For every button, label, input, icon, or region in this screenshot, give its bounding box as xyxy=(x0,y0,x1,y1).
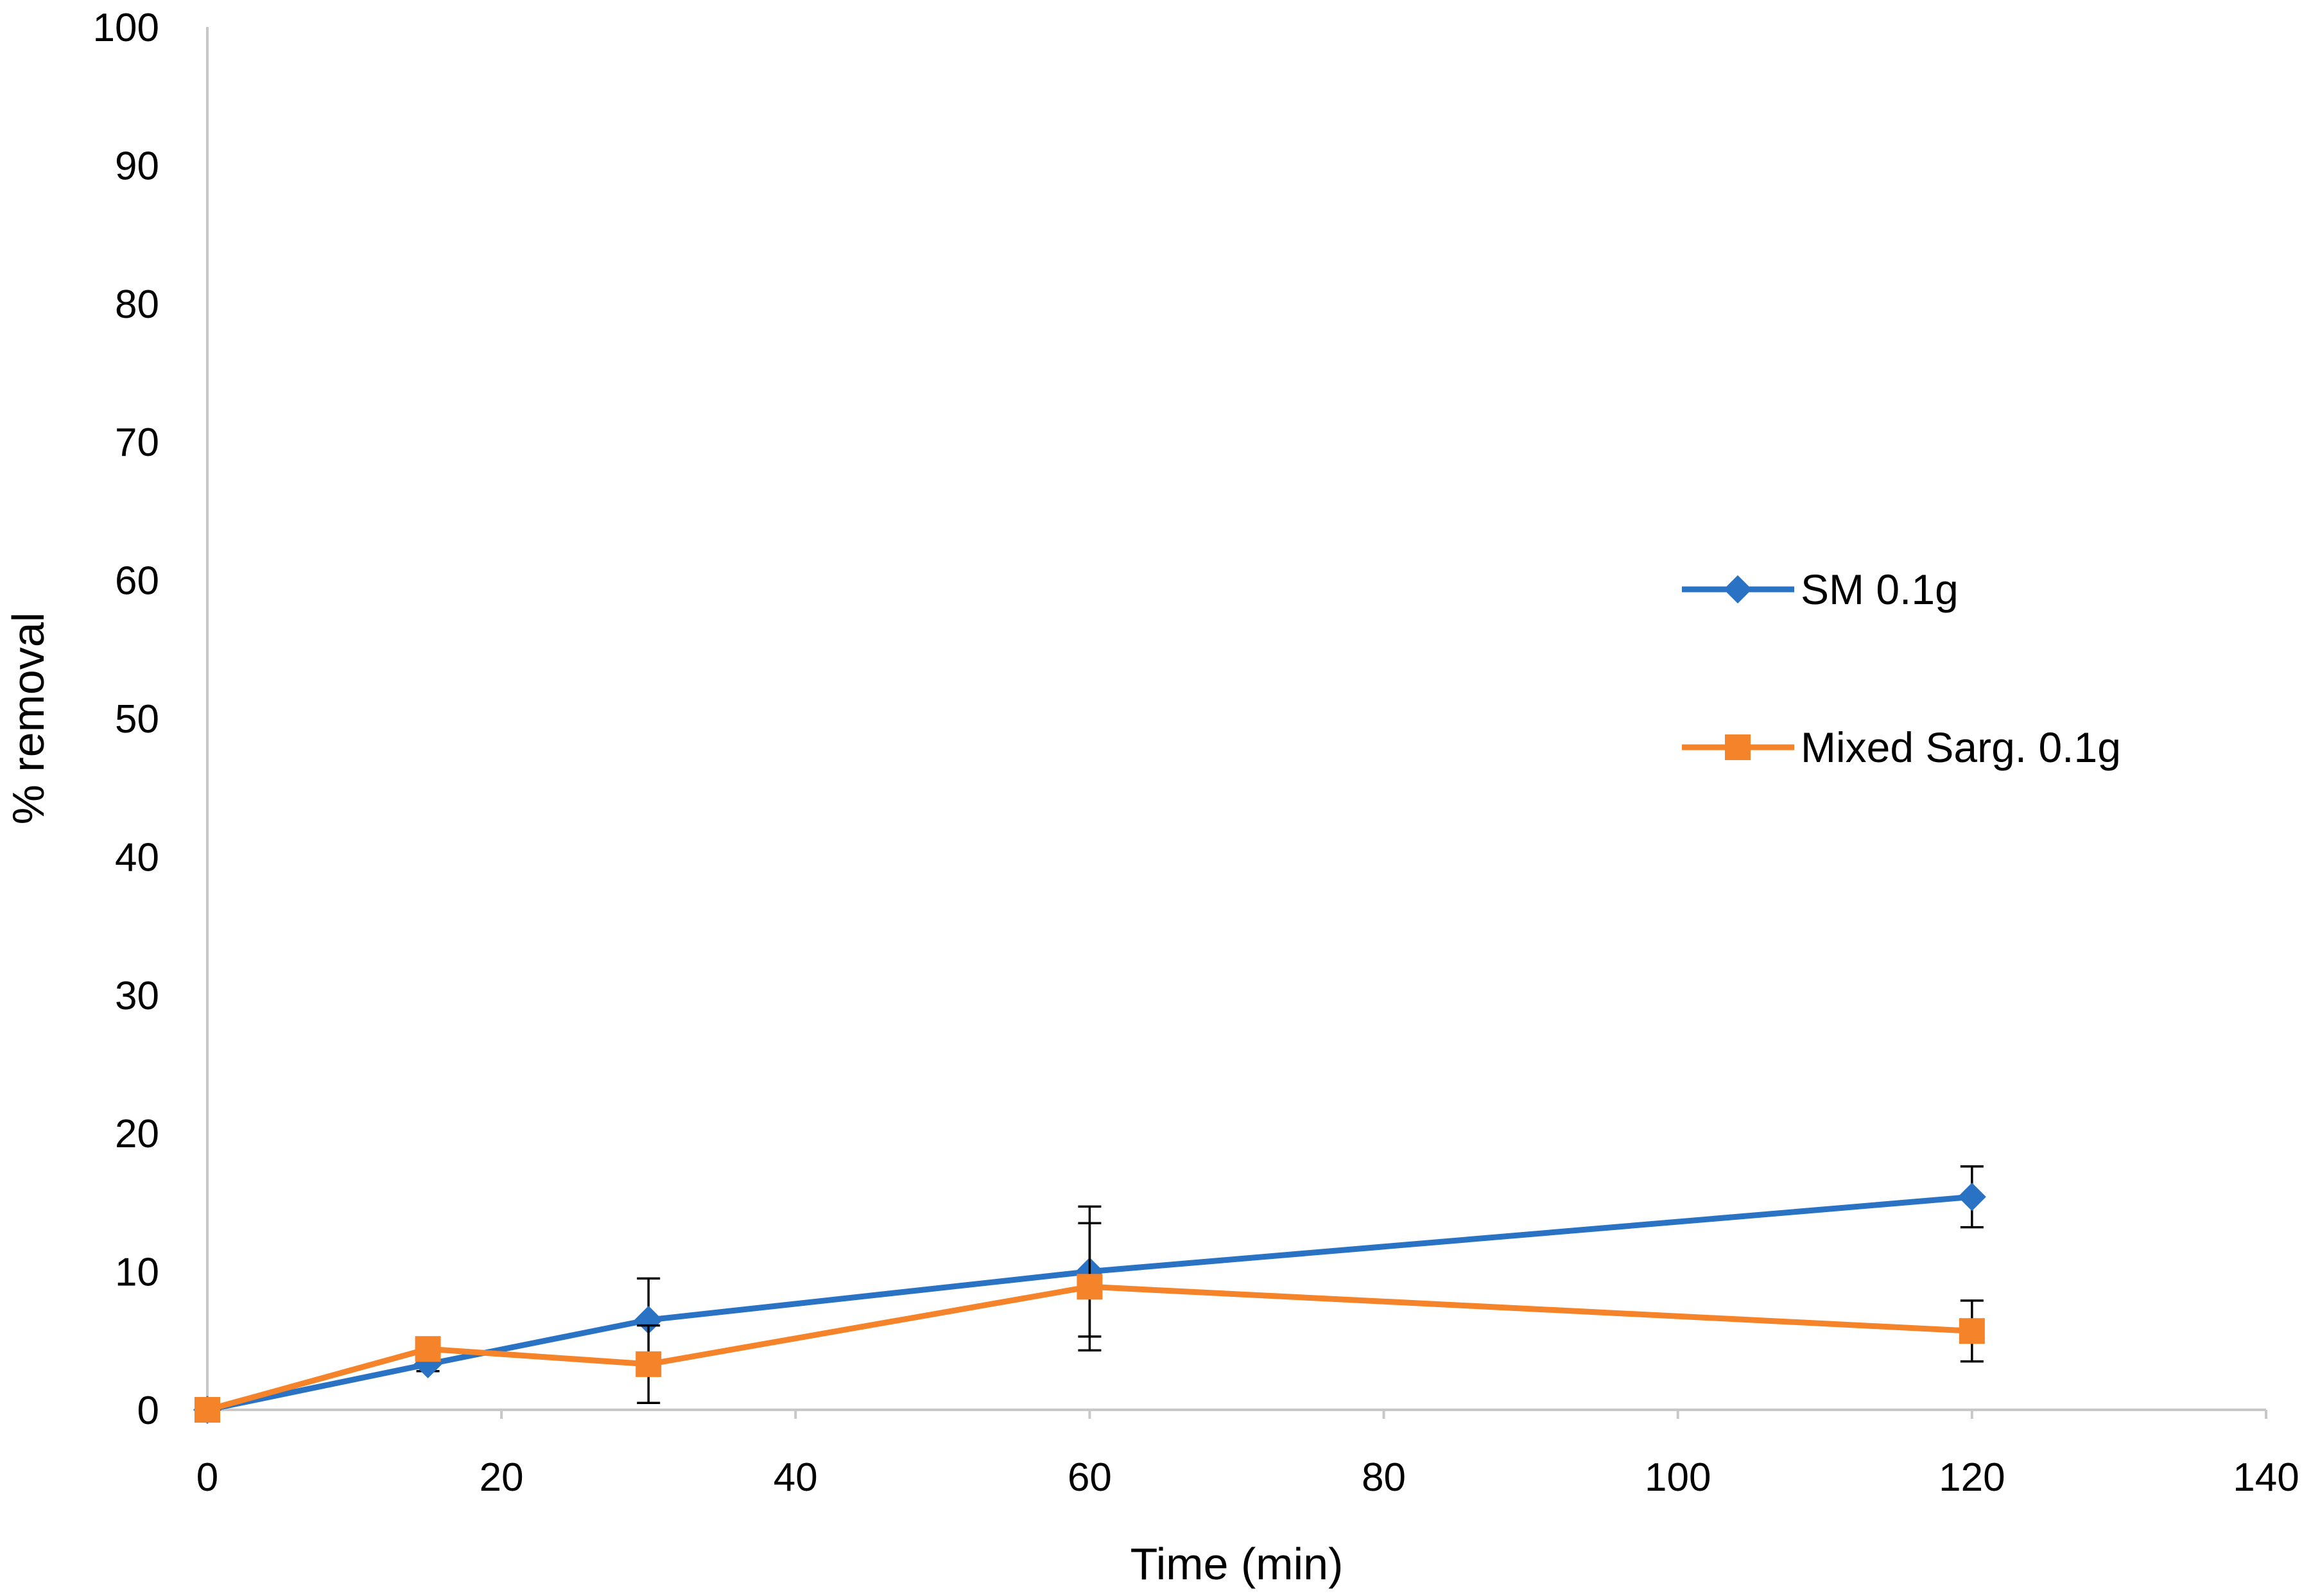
x-axis-tick-marks xyxy=(206,1410,2267,1419)
series-layer xyxy=(193,1165,1986,1424)
x-tick-label: 0 xyxy=(196,1455,218,1500)
y-axis-title: % removal xyxy=(3,612,53,825)
legend-swatch-marker xyxy=(1724,575,1752,603)
legend-swatch-marker xyxy=(1725,734,1751,760)
x-tick-label: 40 xyxy=(774,1455,818,1500)
x-tick-label: 60 xyxy=(1068,1455,1112,1500)
y-tick-label: 40 xyxy=(115,835,159,880)
data-point-marker xyxy=(415,1336,441,1362)
y-tick-label: 10 xyxy=(115,1251,159,1295)
legend-label: SM 0.1g xyxy=(1801,566,1959,613)
y-tick-label: 70 xyxy=(115,421,159,465)
legend: SM 0.1g Mixed Sarg. 0.1g xyxy=(1682,566,2121,771)
y-tick-label: 30 xyxy=(115,974,159,1018)
data-point-marker xyxy=(1959,1318,1985,1344)
legend-entry: Mixed Sarg. 0.1g xyxy=(1682,724,2121,771)
y-tick-label: 80 xyxy=(115,282,159,327)
data-point-marker xyxy=(195,1397,220,1423)
y-tick-label: 0 xyxy=(137,1389,159,1433)
series-2 xyxy=(195,1222,1985,1423)
x-axis-tick-labels: 0 20 40 60 80 100 120 140 xyxy=(196,1455,2299,1500)
data-point-marker xyxy=(634,1305,663,1334)
x-tick-label: 120 xyxy=(1939,1455,2005,1500)
y-tick-label: 60 xyxy=(115,559,159,603)
legend-entry: SM 0.1g xyxy=(1682,566,1959,613)
x-tick-label: 140 xyxy=(2233,1455,2299,1500)
x-tick-label: 20 xyxy=(480,1455,524,1500)
data-point-marker xyxy=(1957,1183,1986,1211)
data-point-marker xyxy=(1077,1274,1103,1300)
y-tick-label: 50 xyxy=(115,697,159,742)
x-axis-title: Time (min) xyxy=(1130,1539,1344,1589)
legend-label: Mixed Sarg. 0.1g xyxy=(1801,724,2121,771)
y-axis-tick-labels: 0 10 20 30 40 50 60 70 80 90 100 xyxy=(93,6,159,1433)
data-point-marker xyxy=(636,1351,662,1377)
y-tick-label: 20 xyxy=(115,1112,159,1156)
y-tick-label: 90 xyxy=(115,144,159,188)
y-tick-label: 100 xyxy=(93,6,159,50)
x-tick-label: 80 xyxy=(1362,1455,1406,1500)
x-tick-label: 100 xyxy=(1645,1455,1711,1500)
